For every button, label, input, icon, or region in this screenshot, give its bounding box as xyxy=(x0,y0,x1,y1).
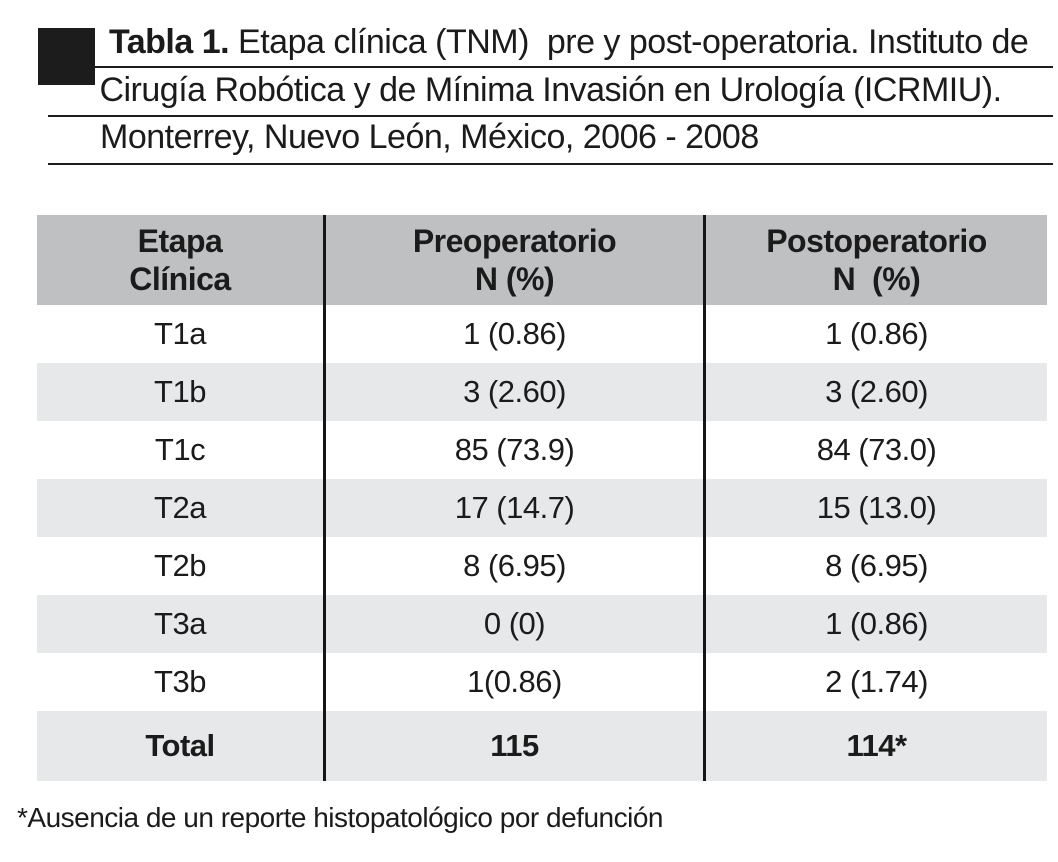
total-preop-cell: 115 xyxy=(323,711,703,781)
preop-cell: 1 (0.86) xyxy=(323,305,703,363)
tnm-staging-table: Etapa Clínica Preoperatorio N (%) Postop… xyxy=(37,215,1047,781)
postop-cell: 3 (2.60) xyxy=(703,363,1047,421)
total-postop-cell: 114* xyxy=(703,711,1047,781)
stage-cell: T1a xyxy=(154,316,206,351)
stage-cell: T3a xyxy=(154,606,206,641)
preop-cell: 17 (14.7) xyxy=(323,479,703,537)
table-body: T1a 1 (0.86) 1 (0.86) T1b 3 (2.60) 3 (2.… xyxy=(37,305,1047,711)
caption-line-2: Cirugía Robótica y de Mínima Invasión en… xyxy=(48,68,1053,117)
postop-cell: 1 (0.86) xyxy=(703,305,1047,363)
caption-line-3: Monterrey, Nuevo León, México, 2006 - 20… xyxy=(48,117,1053,165)
footnote: *Ausencia de un reporte histopatológico … xyxy=(17,802,663,833)
postop-cell: 2 (1.74) xyxy=(703,653,1047,711)
caption-text-2: Cirugía Robótica y de Mínima Invasión en… xyxy=(99,71,1002,109)
postop-cell: 84 (73.0) xyxy=(703,421,1047,479)
stage-cell: T1c xyxy=(154,432,206,467)
preop-cell: 0 (0) xyxy=(323,595,703,653)
table-row: T3b 1(0.86) 2 (1.74) xyxy=(37,653,1047,711)
preop-cell: 85 (73.9) xyxy=(323,421,703,479)
table-row: T3a 0 (0) 1 (0.86) xyxy=(37,595,1047,653)
postop-cell: 15 (13.0) xyxy=(703,479,1047,537)
preop-cell: 3 (2.60) xyxy=(323,363,703,421)
caption-marker-square xyxy=(38,28,95,85)
preop-cell: 1(0.86) xyxy=(323,653,703,711)
postop-cell: 8 (6.95) xyxy=(703,537,1047,595)
header-postoperatorio: Postoperatorio N (%) xyxy=(703,215,1047,305)
stage-cell: T3b xyxy=(154,664,206,699)
stage-cell: T1b xyxy=(154,374,206,409)
table-row: T1b 3 (2.60) 3 (2.60) xyxy=(37,363,1047,421)
table-label: Tabla 1. xyxy=(109,23,230,61)
table-row: T2a 17 (14.7) 15 (13.0) xyxy=(37,479,1047,537)
header-etapa-clinica: Etapa Clínica xyxy=(129,223,231,297)
caption-text-3: Monterrey, Nuevo León, México, 2006 - 20… xyxy=(100,118,759,156)
total-label-cell: Total xyxy=(145,728,215,763)
stage-cell: T2b xyxy=(154,548,206,583)
caption-text-1: Etapa clínica (TNM) pre y post-operatori… xyxy=(229,23,1029,61)
table-header-row: Etapa Clínica Preoperatorio N (%) Postop… xyxy=(37,215,1047,305)
postop-cell: 1 (0.86) xyxy=(703,595,1047,653)
table-total-row: Total 115 114* xyxy=(37,711,1047,781)
table-row: T1a 1 (0.86) 1 (0.86) xyxy=(37,305,1047,363)
preop-cell: 8 (6.95) xyxy=(323,537,703,595)
table-row: T1c 85 (73.9) 84 (73.0) xyxy=(37,421,1047,479)
stage-cell: T2a xyxy=(154,490,206,525)
caption-line-1: Tabla 1. Etapa clínica (TNM) pre y post-… xyxy=(95,22,1053,68)
table-row: T2b 8 (6.95) 8 (6.95) xyxy=(37,537,1047,595)
header-preoperatorio: Preoperatorio N (%) xyxy=(323,215,703,305)
